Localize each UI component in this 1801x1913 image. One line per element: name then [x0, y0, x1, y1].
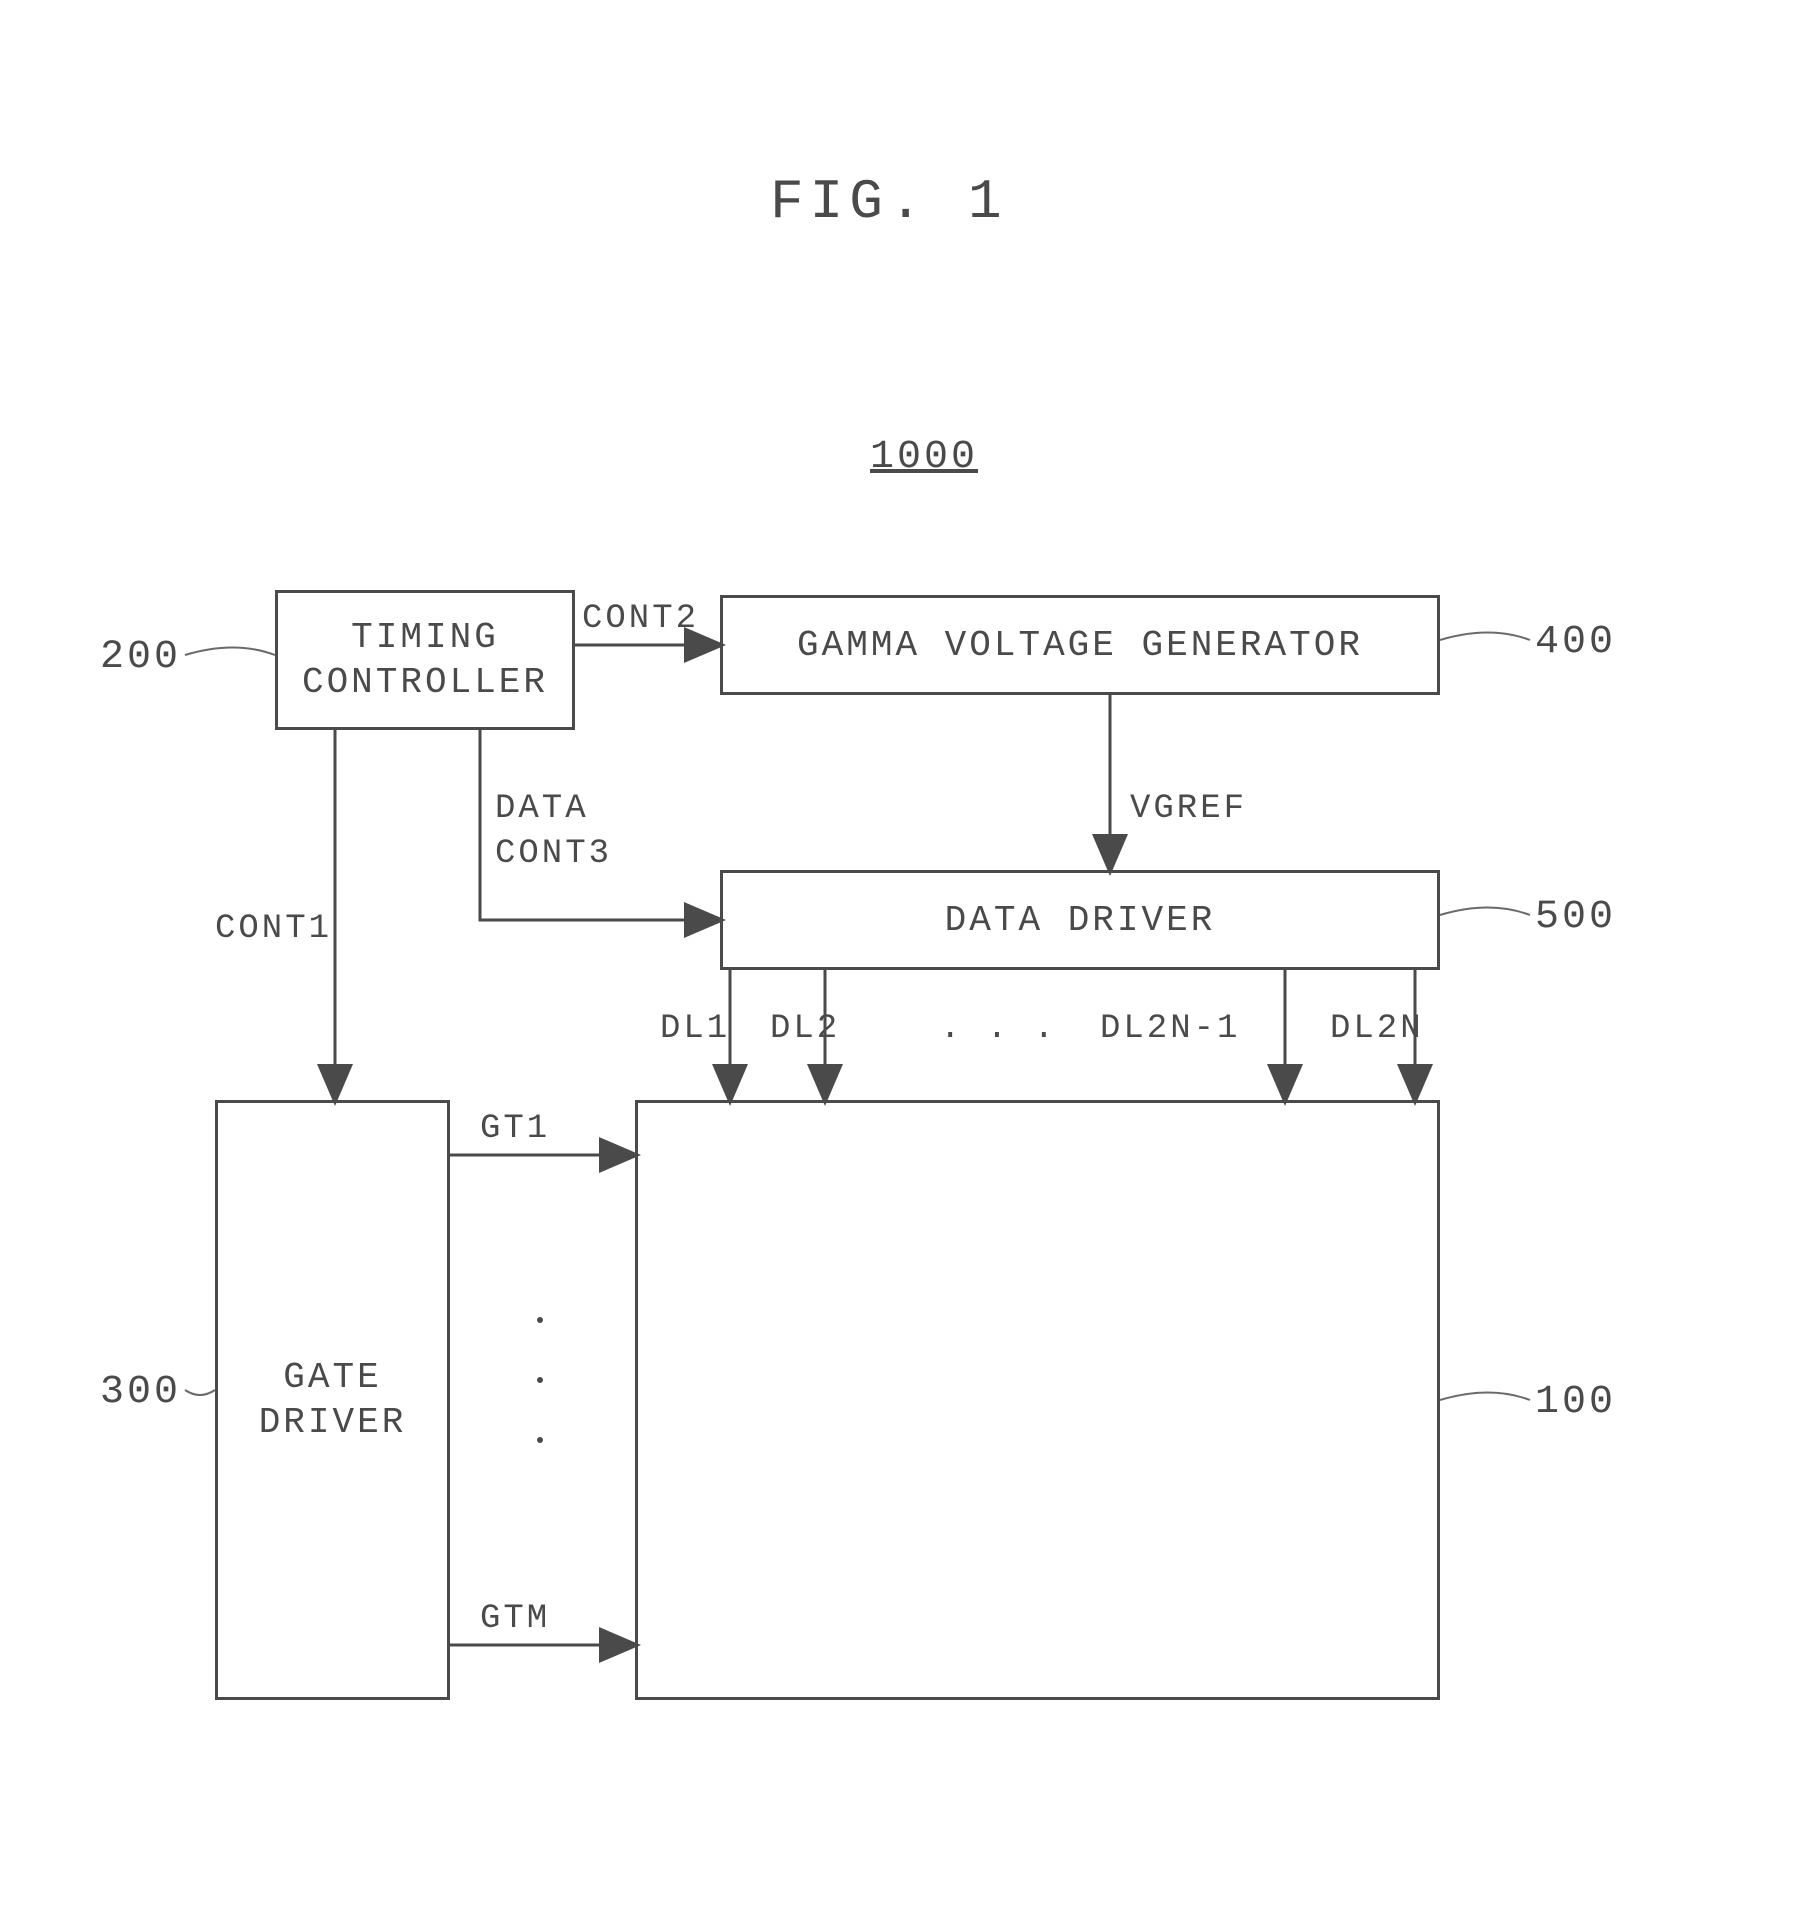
gt-dot [537, 1437, 543, 1443]
wiring-svg [0, 0, 1801, 1913]
gt-dot [537, 1377, 543, 1383]
leader-500 [1440, 908, 1530, 916]
leader-300 [185, 1390, 215, 1395]
leader-100 [1440, 1393, 1530, 1401]
leader-200 [185, 648, 275, 656]
diagram-canvas: FIG. 1 1000 TIMING CONTROLLER GAMMA VOLT… [0, 0, 1801, 1913]
gt-dot [537, 1317, 543, 1323]
arrow-data-cont3 [480, 730, 720, 920]
leader-400 [1440, 633, 1530, 641]
